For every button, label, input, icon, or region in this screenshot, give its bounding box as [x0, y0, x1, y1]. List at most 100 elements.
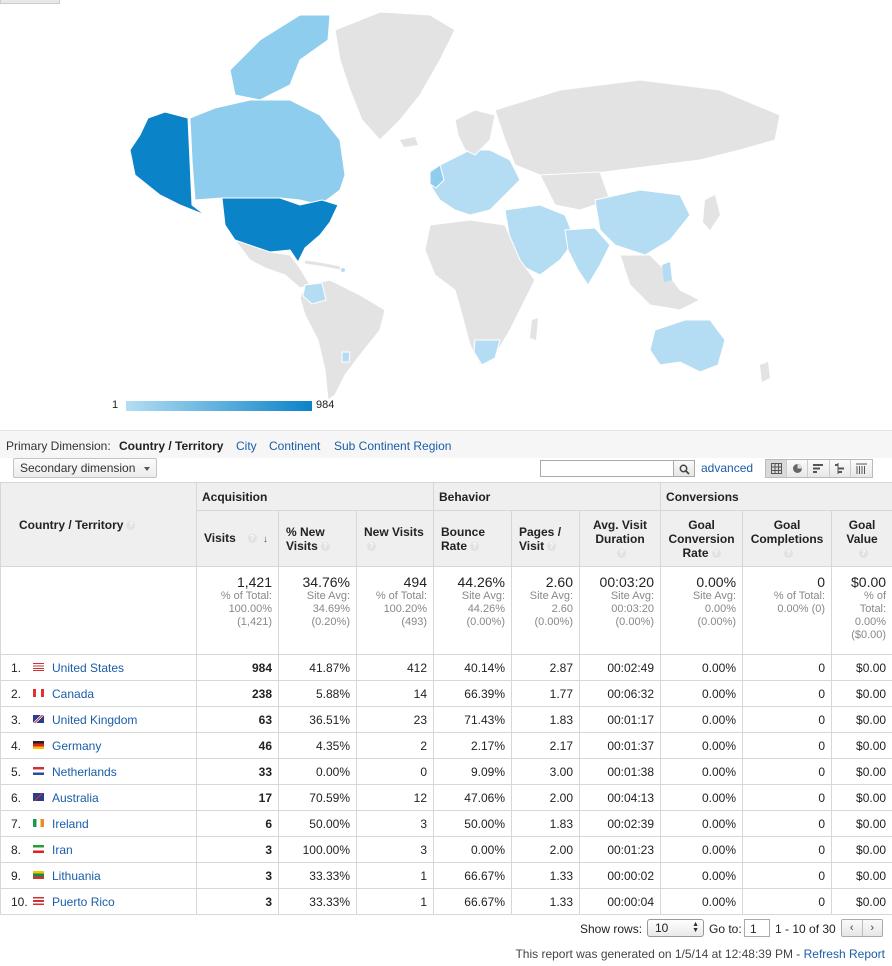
pct-new-visits-cell: 70.59% [278, 784, 357, 811]
flag-pr-icon [33, 897, 44, 906]
dimension-link-sub-continent[interactable]: Sub Continent Region [334, 439, 452, 453]
view-pie-button[interactable] [787, 460, 809, 477]
header-bounce-rate[interactable]: Bounce Rate? [433, 510, 512, 567]
table-row: 3. United Kingdom 63 36.51% 23 71.43% 1.83 00:0… [0, 706, 892, 733]
legend-gradient [126, 401, 312, 411]
total-duration-value: 00:03:20 [599, 574, 655, 590]
country-link[interactable]: Netherlands [52, 764, 117, 779]
new-visits-cell: 0 [356, 758, 434, 785]
country-cell: 8. Iran [0, 836, 197, 863]
country-link[interactable]: Iran [52, 842, 73, 857]
bounce-rate-cell: 0.00% [433, 836, 512, 863]
region-new-zealand [760, 362, 770, 382]
country-link[interactable]: Germany [52, 738, 102, 753]
prev-page-button[interactable]: ‹ [842, 920, 863, 936]
help-icon[interactable]: ? [859, 548, 869, 558]
total-goal-value: $0.00 % of Total: 0.00% ($0.00) [831, 566, 892, 655]
group-behavior: Behavior [432, 482, 662, 511]
refresh-report-link[interactable]: Refresh Report [803, 947, 885, 961]
region-scandinavia [454, 109, 496, 156]
view-pivot-button[interactable] [851, 460, 872, 477]
pct-new-visits-cell: 33.33% [278, 888, 357, 915]
row-rank: 6. [11, 790, 22, 805]
total-conv-l3: (0.00%) [697, 616, 737, 628]
region-south-africa [473, 339, 501, 366]
help-icon[interactable]: ? [711, 548, 721, 558]
goto-page-input[interactable]: 1 [744, 919, 770, 937]
country-link[interactable]: United Kingdom [52, 712, 138, 727]
total-goal-completions: 0 % of Total: 0.00% (0) [742, 566, 833, 655]
world-map[interactable] [0, 0, 892, 428]
country-link[interactable]: Lithuania [52, 868, 101, 883]
visits-cell: 6 [196, 810, 279, 837]
total-bounce-rate: 44.26% Site Avg: 44.26% (0.00%) [433, 566, 512, 655]
primary-dimension-label: Primary Dimension: [6, 439, 111, 453]
country-link[interactable]: Puerto Rico [52, 894, 115, 909]
bounce-rate-cell: 66.67% [433, 862, 512, 889]
secondary-dimension-dropdown[interactable]: Secondary dimension [13, 458, 157, 478]
rows-per-page-select[interactable]: 10 ▲ ▼ [647, 919, 704, 937]
total-pct-new-l1: Site Avg: [306, 590, 350, 602]
map-tab [0, 0, 60, 4]
region-caribbean [304, 260, 341, 270]
search-button[interactable] [673, 460, 695, 477]
total-visits-value: 1,421 [236, 574, 272, 590]
header-avg-duration[interactable]: Avg. Visit Duration? [578, 510, 662, 567]
country-cell: 5. Netherlands [0, 758, 197, 785]
help-icon[interactable]: ? [126, 520, 136, 530]
totals-country-cell [0, 566, 197, 655]
help-icon[interactable]: ? [547, 541, 557, 551]
visits-cell: 3 [196, 862, 279, 889]
header-goal-conversion-rate[interactable]: Goal Conversion Rate? [660, 510, 744, 567]
header-goal-completions[interactable]: Goal Completions? [742, 510, 833, 567]
group-header-row: Country / Territory? Acquisition Behavio… [0, 482, 892, 567]
advanced-filter-link[interactable]: advanced [701, 461, 754, 475]
header-pct-new-visits[interactable]: % New Visits? [278, 510, 357, 567]
country-link[interactable]: Ireland [52, 816, 89, 831]
header-country[interactable]: Country / Territory? [0, 482, 197, 567]
show-rows-label: Show rows: [580, 922, 643, 936]
pages-visit-cell: 1.77 [511, 680, 580, 707]
header-goal-completions-label: Goal Completions [750, 517, 824, 546]
dimension-link-city[interactable]: City [236, 439, 257, 453]
header-pages-visit-label: Pages / Visit [519, 524, 562, 553]
help-icon[interactable]: ? [784, 548, 794, 558]
region-philippines [662, 262, 672, 282]
pct-new-visits-cell: 5.88% [278, 680, 357, 707]
header-pages-visit[interactable]: Pages / Visit? [511, 510, 580, 567]
country-link[interactable]: Canada [52, 686, 95, 701]
view-performance-button[interactable] [808, 460, 830, 477]
goal-value-cell: $0.00 [831, 784, 892, 811]
country-link[interactable]: United States [52, 660, 125, 675]
help-icon[interactable]: ? [367, 541, 376, 551]
help-icon[interactable]: ? [470, 541, 480, 551]
goto-label: Go to: [709, 922, 742, 936]
row-rank: 5. [11, 764, 22, 779]
view-comparison-button[interactable] [830, 460, 851, 477]
total-visits-l1: % of Total: [220, 590, 272, 602]
dimension-link-continent[interactable]: Continent [269, 439, 321, 453]
total-pages-l1: Site Avg: [529, 590, 573, 602]
total-avg-duration: 00:03:20 Site Avg: 00:03:20 (0.00%) [578, 566, 662, 655]
next-page-button[interactable]: › [870, 922, 875, 934]
header-goal-value[interactable]: Goal Value? [831, 510, 892, 567]
table-search-input[interactable] [540, 460, 674, 477]
bounce-rate-cell: 71.43% [433, 706, 512, 733]
table-row: 6. Australia 17 70.59% 12 47.06% 2.00 00:04:13 0… [0, 784, 892, 811]
country-cell: 9. Lithuania [0, 862, 197, 889]
region-china [594, 189, 691, 256]
visits-cell: 3 [196, 836, 279, 863]
view-table-button[interactable] [766, 460, 788, 477]
header-new-visits[interactable]: New Visits? [356, 510, 434, 567]
help-icon[interactable]: ? [247, 533, 257, 543]
goal-conversion-rate-cell: 0.00% [660, 810, 744, 837]
country-link[interactable]: Australia [52, 790, 99, 805]
table-toolbar: Secondary dimension advanced [0, 458, 892, 482]
goal-completions-cell: 0 [742, 862, 833, 889]
geo-map[interactable]: 1 984 [0, 0, 892, 428]
header-visits[interactable]: Visits? ↓ [196, 510, 279, 567]
avg-duration-cell: 00:01:23 [578, 836, 662, 863]
total-completions-l2: 0.00% (0) [777, 603, 826, 615]
help-icon[interactable]: ? [320, 541, 330, 551]
help-icon[interactable]: ? [617, 548, 627, 558]
